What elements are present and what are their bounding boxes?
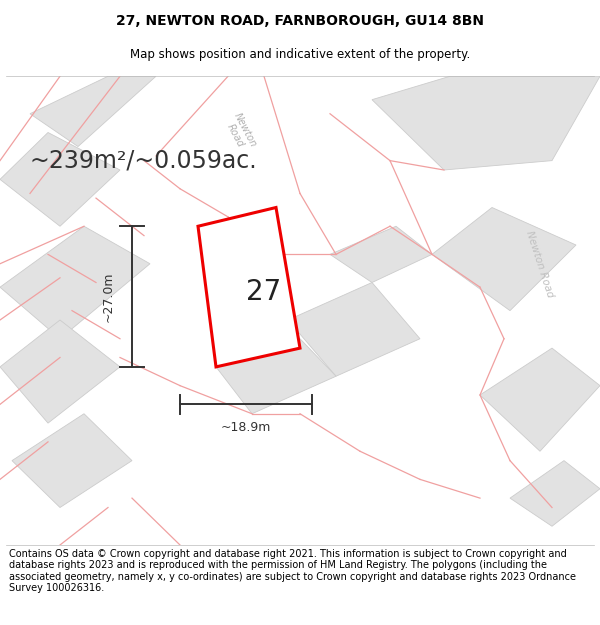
Text: Map shows position and indicative extent of the property.: Map shows position and indicative extent… [130,48,470,61]
Polygon shape [0,320,120,423]
Polygon shape [372,76,600,170]
Text: 27, NEWTON ROAD, FARNBOROUGH, GU14 8BN: 27, NEWTON ROAD, FARNBOROUGH, GU14 8BN [116,14,484,28]
Text: ~239m²/~0.059ac.: ~239m²/~0.059ac. [30,149,257,173]
Polygon shape [216,339,336,414]
Polygon shape [432,208,576,311]
Text: 27: 27 [247,278,281,306]
Text: Newton
Road: Newton Road [222,111,258,154]
Polygon shape [198,208,300,367]
Text: Newton Road: Newton Road [524,229,556,298]
Text: ~27.0m: ~27.0m [101,271,115,322]
Text: Contains OS data © Crown copyright and database right 2021. This information is : Contains OS data © Crown copyright and d… [9,549,576,593]
Polygon shape [480,348,600,451]
Polygon shape [330,226,432,282]
Polygon shape [288,282,420,376]
Polygon shape [510,461,600,526]
Polygon shape [0,226,150,339]
Polygon shape [30,76,156,146]
Text: ~18.9m: ~18.9m [221,421,271,434]
Polygon shape [0,132,120,226]
Polygon shape [12,414,132,508]
